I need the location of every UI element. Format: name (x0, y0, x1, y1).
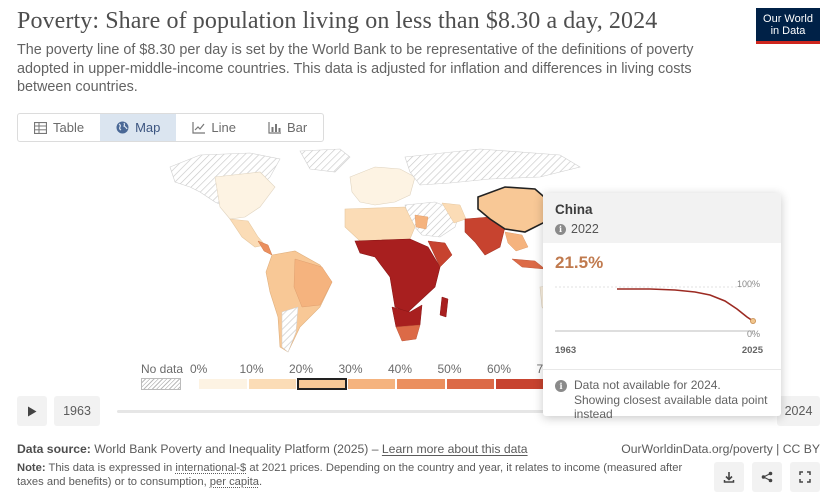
info-icon: i (555, 380, 567, 392)
note-line: Note: This data is expressed in internat… (17, 461, 705, 489)
bar-chart-icon (268, 121, 281, 134)
tooltip-note-text: Data not available for 2024. Showing clo… (574, 378, 768, 421)
tooltip-sparkline: 100% 0% 1963 2025 (555, 279, 764, 356)
legend-color-bin[interactable] (445, 378, 495, 390)
download-icon (723, 472, 735, 483)
legend-color-bin[interactable] (297, 378, 347, 390)
world-map[interactable] (160, 147, 600, 357)
tab-table-label: Table (53, 120, 85, 135)
line-chart-icon (192, 121, 206, 134)
sparkline-x-start: 1963 (555, 345, 576, 356)
map-tooltip: China i 2022 21.5% 100% 0% 1963 2025 i D… (543, 193, 781, 421)
note-part2: at 2021 prices. Depending on the country… (17, 462, 683, 488)
play-icon (28, 406, 37, 416)
tab-bar-label: Bar (286, 120, 308, 135)
citation-text[interactable]: OurWorldinData.org/poverty | CC BY (621, 442, 820, 456)
canada-us-region[interactable] (214, 171, 276, 220)
data-source-label: Data source: (17, 442, 91, 456)
europe-region[interactable] (349, 166, 416, 206)
sparkline-min-label: 0% (747, 329, 760, 339)
sparkline-max-label: 100% (737, 279, 760, 289)
egypt-region[interactable] (414, 214, 429, 230)
east-africa-region[interactable] (427, 240, 453, 268)
tooltip-year: 2022 (571, 222, 599, 236)
north-africa-region[interactable] (344, 206, 416, 242)
share-icon (761, 471, 773, 483)
tab-map[interactable]: Map (100, 114, 177, 141)
tooltip-value: 21.5% (555, 253, 604, 272)
central-america-region[interactable] (257, 240, 273, 256)
page-title: Poverty: Share of population living on l… (17, 8, 658, 34)
sparkline-point (749, 318, 756, 325)
russia-region[interactable] (404, 148, 581, 186)
tab-line-label: Line (211, 120, 236, 135)
brazil-region[interactable] (293, 258, 333, 308)
legend-color-bin[interactable] (396, 378, 446, 390)
note-label: Note: (17, 462, 46, 474)
tab-bar[interactable]: Bar (252, 114, 323, 141)
legend-color-bin[interactable] (495, 378, 545, 390)
sparkline-x-end: 2025 (742, 345, 764, 356)
southern-cone-region[interactable] (281, 306, 299, 353)
legend-tick-label: 20% (289, 362, 314, 376)
share-button[interactable] (752, 462, 782, 492)
legend-tick-label: 50% (437, 362, 462, 376)
tooltip-divider (543, 369, 781, 370)
play-button[interactable] (17, 396, 47, 426)
timeline-start-year[interactable]: 1963 (54, 396, 100, 426)
data-source-line: Data source: World Bank Poverty and Ineq… (17, 442, 528, 456)
note-part1: This data is expressed in (48, 462, 176, 474)
logo-line1: Our World (763, 13, 813, 25)
learn-more-link[interactable]: Learn more about this data (381, 442, 528, 456)
owid-logo[interactable]: Our World in Data (756, 8, 820, 44)
legend-tick-label: 30% (338, 362, 363, 376)
data-source-text: World Bank Poverty and Inequality Platfo… (94, 442, 382, 456)
tooltip-year-row: i 2022 (555, 222, 769, 236)
west-central-africa-region[interactable] (354, 238, 441, 313)
info-icon: i (555, 223, 566, 235)
timeline-controls: 1963 2024 (17, 396, 820, 426)
download-button[interactable] (714, 462, 744, 492)
legend-tick-label: 40% (388, 362, 413, 376)
tooltip-country: China (555, 202, 593, 217)
legend-tick-label: 0% (190, 362, 208, 376)
legend-no-data-swatch[interactable] (141, 378, 181, 390)
timeline-end-year[interactable]: 2024 (777, 396, 820, 426)
legend-color-bin[interactable] (346, 378, 396, 390)
sparkline-line (617, 288, 754, 322)
view-tabs: Table Map Line Bar (17, 113, 325, 142)
south-africa-region[interactable] (395, 324, 421, 342)
tooltip-note: i Data not available for 2024. Showing c… (555, 378, 770, 422)
globe-icon (116, 121, 129, 134)
tooltip-header: China i 2022 (543, 193, 781, 243)
page-subtitle: The poverty line of $8.30 per day is set… (17, 42, 694, 95)
expand-icon (799, 471, 811, 483)
per-capita-link[interactable]: per capita (209, 476, 259, 488)
table-icon (34, 121, 47, 134)
legend-tick-label: 10% (239, 362, 264, 376)
legend-color-bin[interactable] (198, 378, 248, 390)
tab-line[interactable]: Line (176, 114, 252, 141)
tab-map-label: Map (135, 120, 161, 135)
international-dollar-link[interactable]: international-$ (175, 462, 247, 474)
tab-table[interactable]: Table (18, 114, 100, 141)
timeline-track[interactable] (117, 410, 777, 413)
indonesia-region[interactable] (511, 258, 546, 270)
note-part3: . (258, 476, 263, 488)
fullscreen-button[interactable] (790, 462, 820, 492)
madagascar-region[interactable] (439, 296, 449, 318)
legend-no-data-label: No data (141, 362, 184, 376)
china-region[interactable] (477, 186, 551, 233)
southeast-asia-region[interactable] (504, 231, 529, 252)
legend-tick-label: 60% (487, 362, 512, 376)
legend-color-bin[interactable] (247, 378, 297, 390)
greenland-region[interactable] (299, 148, 351, 173)
logo-line2: in Data (770, 25, 806, 37)
